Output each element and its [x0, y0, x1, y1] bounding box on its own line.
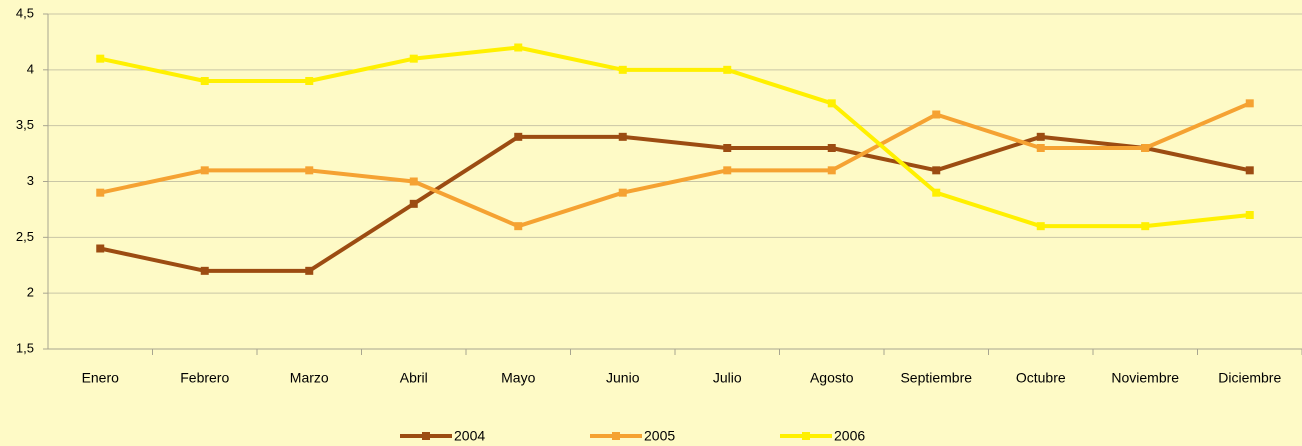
data-point	[1245, 211, 1254, 219]
data-point	[514, 132, 523, 141]
x-tick-label: Febrero	[180, 370, 229, 386]
series-line	[99, 45, 1250, 229]
data-point	[618, 65, 627, 74]
y-tick-label: 1,5	[16, 340, 34, 355]
y-tick-label: 2,5	[16, 229, 34, 244]
data-point	[305, 266, 314, 275]
data-point	[200, 77, 209, 85]
x-tick-label: Mayo	[501, 370, 535, 386]
legend-label: 2006	[834, 428, 865, 444]
y-tick-label: 4,5	[16, 5, 34, 20]
x-tick-label: Diciembre	[1218, 370, 1281, 386]
data-point	[1245, 166, 1254, 175]
data-point	[827, 99, 836, 108]
legend-marker	[802, 432, 810, 440]
data-point	[514, 43, 523, 52]
x-tick-label: Abril	[400, 370, 428, 386]
y-tick-label: 2	[27, 285, 34, 300]
data-point	[827, 144, 836, 152]
data-point	[1245, 99, 1254, 108]
y-tick-label: 3,5	[16, 117, 34, 132]
legend-label: 2004	[454, 428, 485, 444]
data-point	[1036, 132, 1045, 141]
x-tick-label: Junio	[606, 370, 640, 386]
data-point	[618, 188, 627, 197]
x-tick-label: Septiembre	[900, 370, 972, 386]
data-point	[932, 166, 941, 175]
data-point	[827, 166, 836, 175]
data-point	[1036, 144, 1045, 152]
legend-marker	[612, 432, 620, 440]
data-point	[1036, 222, 1045, 231]
data-point	[305, 166, 314, 175]
data-point	[1141, 144, 1150, 152]
data-point	[96, 188, 105, 197]
x-tick-label: Julio	[713, 370, 742, 386]
legend-label: 2005	[644, 428, 675, 444]
data-point	[200, 166, 209, 175]
data-point	[96, 244, 105, 253]
data-point	[618, 132, 627, 141]
data-point	[409, 199, 418, 208]
data-point	[723, 166, 732, 175]
x-tick-label: Agosto	[810, 370, 854, 386]
data-point	[409, 54, 418, 63]
x-tick-label: Enero	[82, 370, 120, 386]
legend-marker	[422, 432, 430, 440]
data-point	[200, 266, 209, 275]
x-tick-label: Octubre	[1016, 370, 1066, 386]
data-point	[305, 77, 314, 85]
data-point	[514, 222, 523, 231]
data-point	[1141, 222, 1150, 231]
y-tick-label: 4	[27, 61, 34, 76]
data-point	[932, 188, 941, 197]
y-tick-label: 3	[27, 173, 34, 188]
data-point	[932, 110, 941, 119]
data-point	[723, 65, 732, 74]
x-tick-label: Marzo	[290, 370, 329, 386]
data-point	[96, 54, 105, 63]
series-line	[99, 101, 1251, 229]
x-tick-label: Noviembre	[1111, 370, 1179, 386]
data-point	[409, 177, 418, 186]
data-point	[723, 144, 732, 152]
series-line	[99, 134, 1251, 273]
